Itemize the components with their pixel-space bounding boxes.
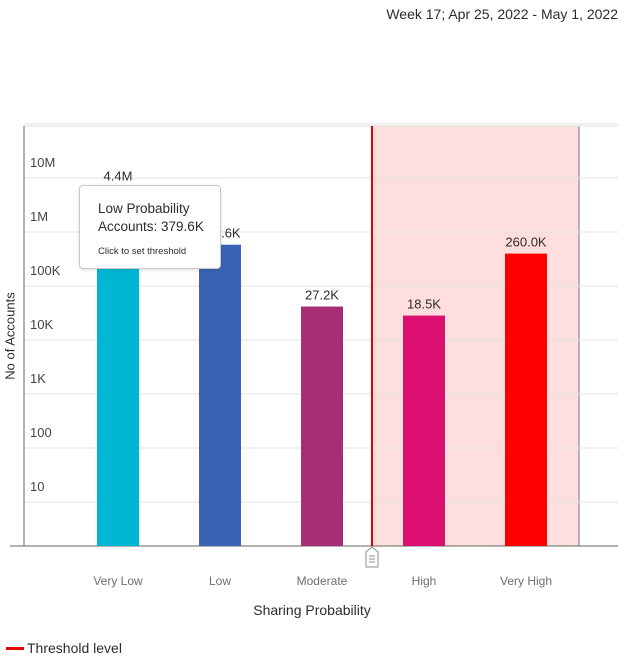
- y-tick-label: 10: [30, 479, 44, 494]
- tooltip-hint: Click to set threshold: [98, 246, 187, 257]
- bar-high[interactable]: [403, 315, 445, 546]
- bar-value-label: 18.5K: [407, 297, 441, 312]
- week-range-label: Week 17; Apr 25, 2022 - May 1, 2022: [386, 6, 618, 22]
- y-tick-label: 100: [30, 425, 52, 440]
- tooltip-title-line1: Low Probability: [98, 201, 190, 216]
- y-tick-label: 1K: [30, 371, 46, 386]
- bar-value-label: 4.4M: [104, 168, 133, 183]
- x-tick-label: Low: [209, 574, 231, 588]
- bar-very-high[interactable]: [505, 253, 547, 547]
- bar-tooltip: Low Probability Accounts: 379.6K Click t…: [79, 185, 221, 269]
- y-tick-label: 100K: [30, 263, 61, 278]
- bar-value-label: 260.0K: [505, 235, 547, 250]
- threshold-legend-swatch: [6, 646, 24, 650]
- legend: Threshold level: [6, 640, 122, 656]
- handle-shape: [365, 546, 379, 568]
- bar-value-label: 27.2K: [305, 288, 339, 303]
- y-tick-label: 1M: [30, 209, 48, 224]
- y-tick-label: 10M: [30, 155, 55, 170]
- x-tick-label: Very Low: [93, 574, 143, 588]
- x-tick-label: High: [412, 574, 437, 588]
- legend-label-threshold: Threshold level: [27, 640, 122, 656]
- x-tick-label: Moderate: [297, 574, 348, 588]
- y-tick-label: 10K: [30, 317, 53, 332]
- bar-moderate[interactable]: [301, 306, 343, 546]
- tooltip-title-line2: Accounts: 379.6K: [98, 219, 204, 234]
- y-axis-title: No of Accounts: [2, 292, 18, 380]
- x-axis-title: Sharing Probability: [253, 602, 371, 618]
- drag-handle-icon[interactable]: [365, 546, 379, 568]
- bar-low[interactable]: [199, 244, 241, 547]
- x-tick-label: Very High: [500, 574, 552, 588]
